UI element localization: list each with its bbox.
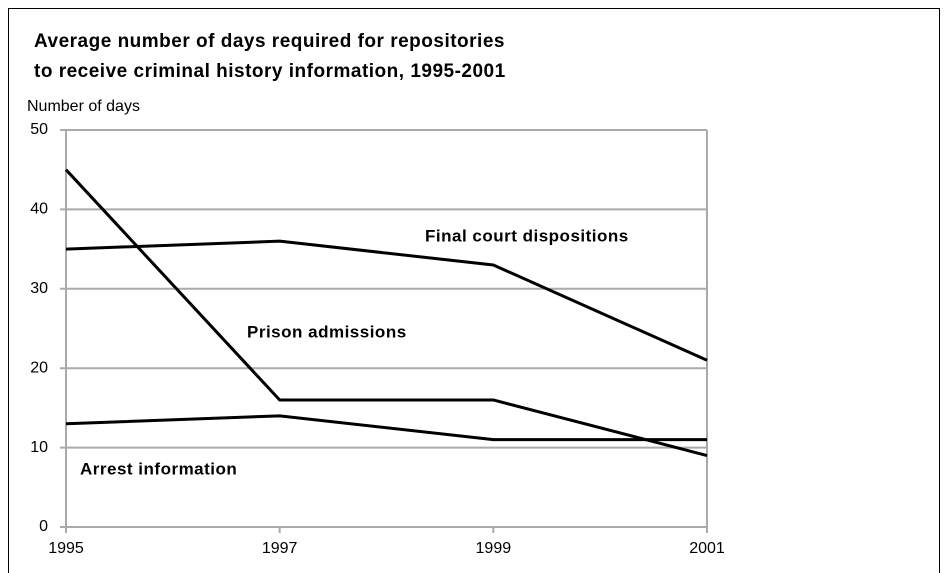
y-tick-label: 40 bbox=[30, 201, 48, 218]
y-tick-label: 0 bbox=[39, 518, 48, 535]
series-line bbox=[64, 168, 708, 457]
chart-title: Average number of days required for repo… bbox=[34, 31, 505, 52]
series-label: Final court dispositions bbox=[425, 226, 629, 245]
y-axis-label: Number of days bbox=[27, 98, 140, 115]
x-tick-label: 1995 bbox=[48, 540, 84, 557]
y-tick-label: 20 bbox=[30, 359, 48, 376]
series-label: Prison admissions bbox=[247, 322, 407, 341]
y-tick-label: 50 bbox=[30, 121, 48, 138]
y-tick-label: 30 bbox=[30, 280, 48, 297]
x-tick-label: 1997 bbox=[262, 540, 298, 557]
series-label: Arrest information bbox=[80, 459, 237, 478]
x-tick-label: 1999 bbox=[476, 540, 512, 557]
series-line bbox=[65, 414, 707, 442]
frame bbox=[8, 8, 940, 573]
y-tick-label: 10 bbox=[30, 439, 48, 456]
series-line bbox=[65, 239, 708, 362]
chart-title: to receive criminal history information,… bbox=[34, 61, 506, 82]
x-tick-label: 2001 bbox=[689, 540, 725, 557]
